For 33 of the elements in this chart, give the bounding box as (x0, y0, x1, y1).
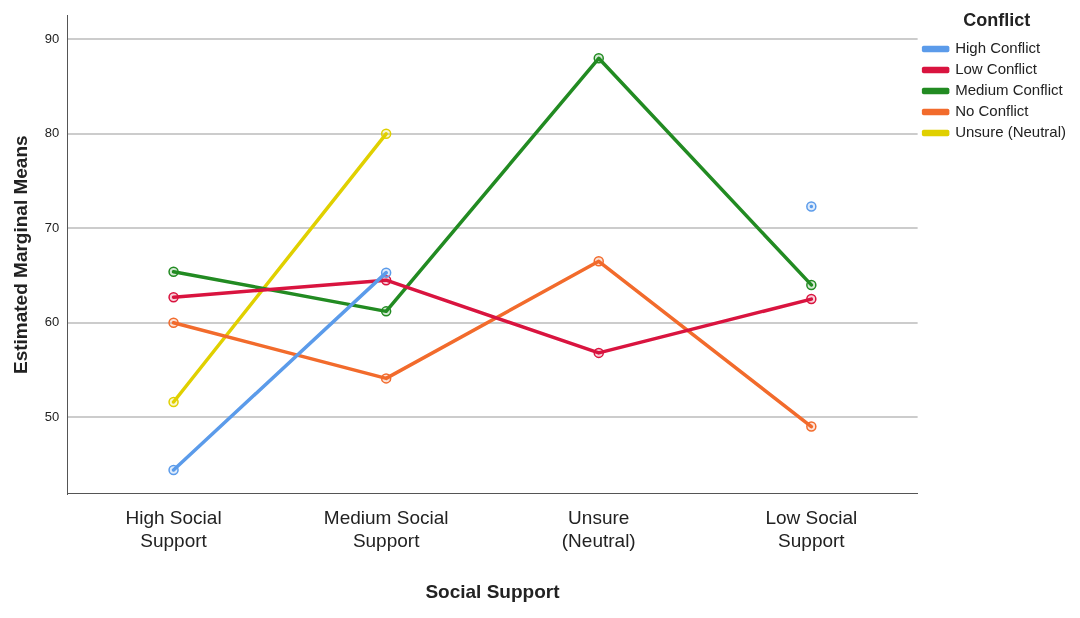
point (168, 291, 179, 303)
legend-title: Conflict (963, 9, 1031, 30)
legend-label: Unsure (Neutral) (955, 123, 1067, 141)
point (593, 256, 604, 267)
x-tick-label: High Social Support (125, 507, 222, 552)
legend-label: Low Conflict (955, 60, 1038, 78)
point (806, 201, 817, 212)
x-tick-label: Low Social Support (765, 507, 858, 552)
point (168, 266, 179, 277)
point (168, 396, 179, 408)
point (593, 53, 604, 64)
legend-label: Medium Conflict (955, 81, 1064, 99)
x-tick-label: Unsure (Neutral) (561, 507, 636, 552)
y-tick-label: 50 (44, 408, 60, 424)
legend-label: High Conflict (955, 39, 1041, 57)
point (806, 279, 817, 291)
y-tick-label: 60 (44, 314, 60, 330)
point (380, 306, 392, 317)
y-axis-title: Estimated Marginal Means (9, 135, 31, 375)
point (380, 373, 392, 384)
x-axis-title: Social Support (425, 580, 561, 602)
y-tick-label: 80 (44, 125, 60, 141)
point (806, 421, 817, 432)
point (380, 128, 392, 140)
x-tick-label: Medium Social Support (323, 507, 449, 552)
y-tick-label: 70 (44, 219, 60, 235)
legend-label: No Conflict (955, 102, 1030, 120)
point (168, 317, 179, 328)
point (806, 293, 817, 305)
point (380, 267, 392, 278)
point (168, 464, 179, 476)
point (593, 347, 604, 359)
y-tick-label: 90 (44, 30, 60, 46)
